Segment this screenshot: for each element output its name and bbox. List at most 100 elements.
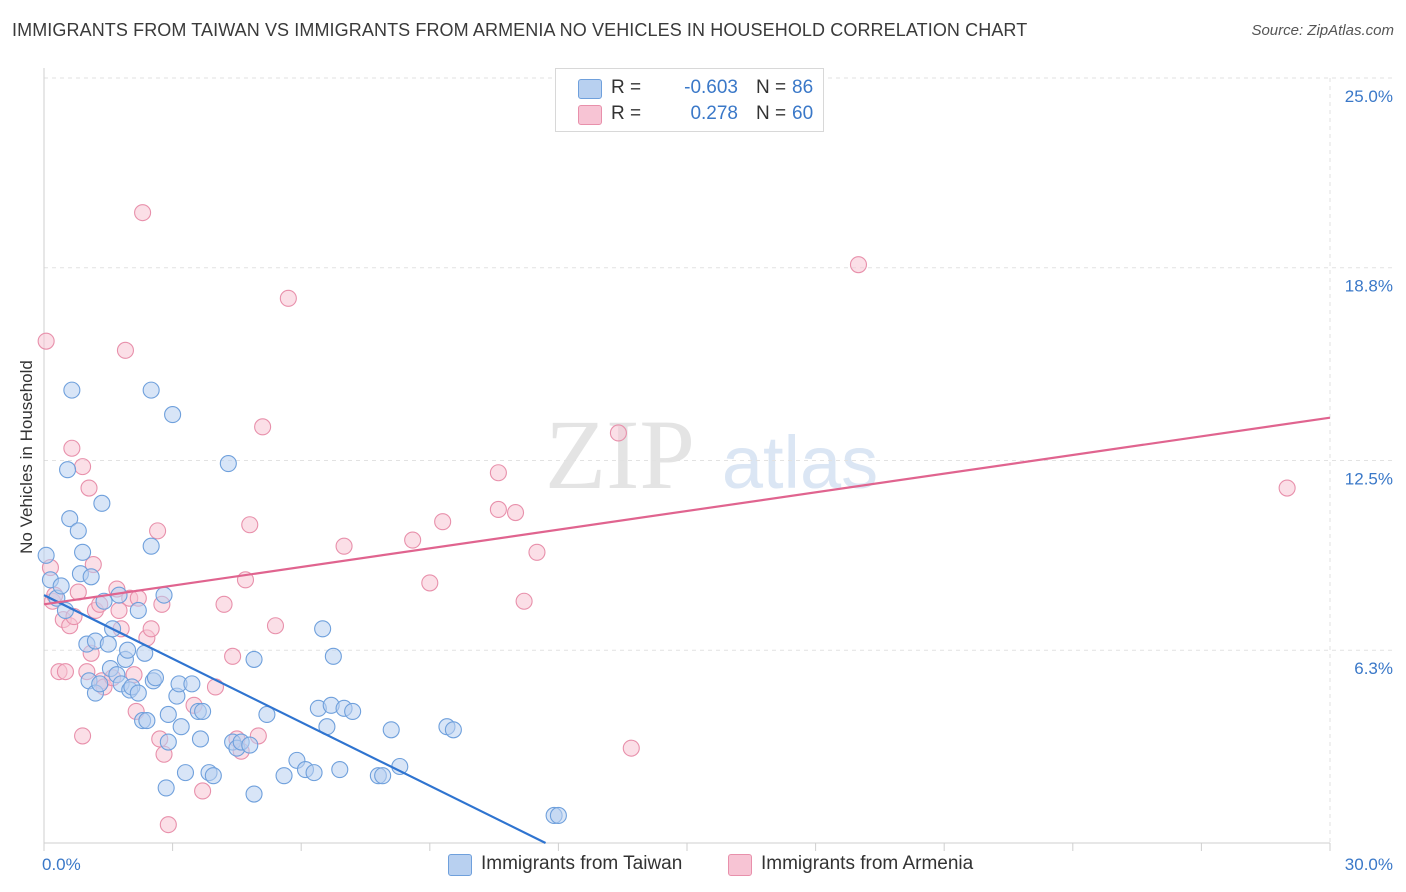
chart-title: IMMIGRANTS FROM TAIWAN VS IMMIGRANTS FRO… xyxy=(12,20,1028,40)
y-tick-label: 12.5% xyxy=(1345,470,1393,489)
armenia-legend-swatch xyxy=(728,854,752,876)
n-label: N = xyxy=(756,103,787,124)
n-label: N = xyxy=(756,77,787,98)
taiwan-legend-label: Immigrants from Taiwan xyxy=(481,853,683,874)
taiwan-point xyxy=(157,779,175,797)
taiwan-point xyxy=(142,537,160,555)
taiwan-swatch xyxy=(578,79,602,99)
armenia-point xyxy=(609,424,627,442)
armenia-r-value: 0.278 xyxy=(690,103,738,124)
taiwan-point xyxy=(549,806,567,825)
taiwan-point xyxy=(59,461,77,479)
taiwan-trend-line xyxy=(43,594,547,844)
armenia-n-value: 60 xyxy=(792,103,814,124)
r-label: R = xyxy=(611,77,642,98)
armenia-point xyxy=(215,595,233,613)
taiwan-point xyxy=(344,702,362,720)
taiwan-n-value: 86 xyxy=(792,77,814,98)
y-tick-label: 25.0% xyxy=(1345,87,1393,106)
taiwan-point xyxy=(183,675,201,693)
taiwan-point xyxy=(61,510,79,528)
armenia-point xyxy=(489,464,507,482)
armenia-trend-line xyxy=(43,416,1331,606)
taiwan-point xyxy=(191,730,210,748)
taiwan-point xyxy=(146,669,165,687)
taiwan-point xyxy=(52,577,70,595)
taiwan-point xyxy=(93,494,111,512)
armenia-point xyxy=(74,727,92,745)
armenia-point xyxy=(434,513,452,531)
armenia-point xyxy=(80,479,98,497)
source-label: Source: ZipAtlas.com xyxy=(1251,22,1394,39)
armenia-legend-label: Immigrants from Armenia xyxy=(761,853,974,874)
armenia-point xyxy=(134,204,152,222)
taiwan-point xyxy=(275,767,293,785)
x-tick-label-end: 30.0% xyxy=(1345,855,1393,874)
taiwan-point xyxy=(159,705,177,724)
armenia-point xyxy=(266,617,285,635)
r-label: R = xyxy=(611,103,642,124)
taiwan-point xyxy=(69,522,87,540)
armenia-point xyxy=(116,341,134,359)
taiwan-point xyxy=(37,546,55,564)
armenia-point xyxy=(404,531,422,549)
armenia-point xyxy=(528,543,546,561)
x-tick-label-start: 0.0% xyxy=(42,855,81,874)
taiwan-point xyxy=(204,767,222,785)
armenia-point xyxy=(849,256,868,274)
taiwan-point xyxy=(194,702,212,720)
taiwan-point xyxy=(331,761,349,779)
taiwan-point xyxy=(142,381,160,399)
armenia-point xyxy=(142,620,160,638)
armenia-point xyxy=(63,439,81,457)
taiwan-point xyxy=(382,721,400,739)
taiwan-point xyxy=(155,586,173,604)
taiwan-point xyxy=(138,712,156,730)
taiwan-point xyxy=(444,721,462,739)
taiwan-point xyxy=(159,733,177,751)
armenia-point xyxy=(194,782,212,800)
taiwan-legend-swatch xyxy=(448,854,472,876)
armenia-point xyxy=(515,592,533,610)
taiwan-point xyxy=(241,736,259,754)
taiwan-point xyxy=(305,764,323,782)
taiwan-point xyxy=(324,647,342,665)
y-axis-label: No Vehicles in Household xyxy=(17,360,36,554)
taiwan-point xyxy=(176,764,195,782)
taiwan-point xyxy=(219,455,237,473)
taiwan-point xyxy=(129,684,147,702)
armenia-point xyxy=(279,289,297,307)
taiwan-point xyxy=(172,718,190,736)
taiwan-point xyxy=(245,650,263,668)
armenia-point xyxy=(206,678,225,696)
armenia-point xyxy=(241,516,259,534)
armenia-point xyxy=(74,458,92,476)
armenia-point xyxy=(335,537,353,555)
y-tick-label: 18.8% xyxy=(1345,277,1393,296)
taiwan-point xyxy=(314,620,332,638)
taiwan-point xyxy=(119,641,137,659)
armenia-swatch xyxy=(578,105,602,125)
armenia-point xyxy=(149,522,167,540)
correlation-legend: R = -0.603 N = 86 R = 0.278 N = 60 xyxy=(555,68,824,132)
armenia-point xyxy=(37,332,55,350)
taiwan-point xyxy=(129,601,147,619)
y-tick-label: 6.3% xyxy=(1354,659,1393,678)
armenia-point xyxy=(421,574,439,592)
armenia-point xyxy=(489,500,507,519)
taiwan-point xyxy=(245,785,263,803)
armenia-point xyxy=(56,663,74,681)
watermark-zip: ZIP xyxy=(545,399,695,510)
armenia-point xyxy=(622,739,640,757)
taiwan-point xyxy=(91,675,109,693)
taiwan-point xyxy=(164,406,182,424)
armenia-point xyxy=(159,816,177,834)
taiwan-point xyxy=(82,568,100,586)
taiwan-point xyxy=(374,767,392,785)
taiwan-r-value: -0.603 xyxy=(684,77,738,98)
armenia-point xyxy=(1278,479,1296,497)
watermark-atlas: atlas xyxy=(722,421,878,504)
taiwan-point xyxy=(63,381,81,399)
armenia-point xyxy=(224,647,242,665)
